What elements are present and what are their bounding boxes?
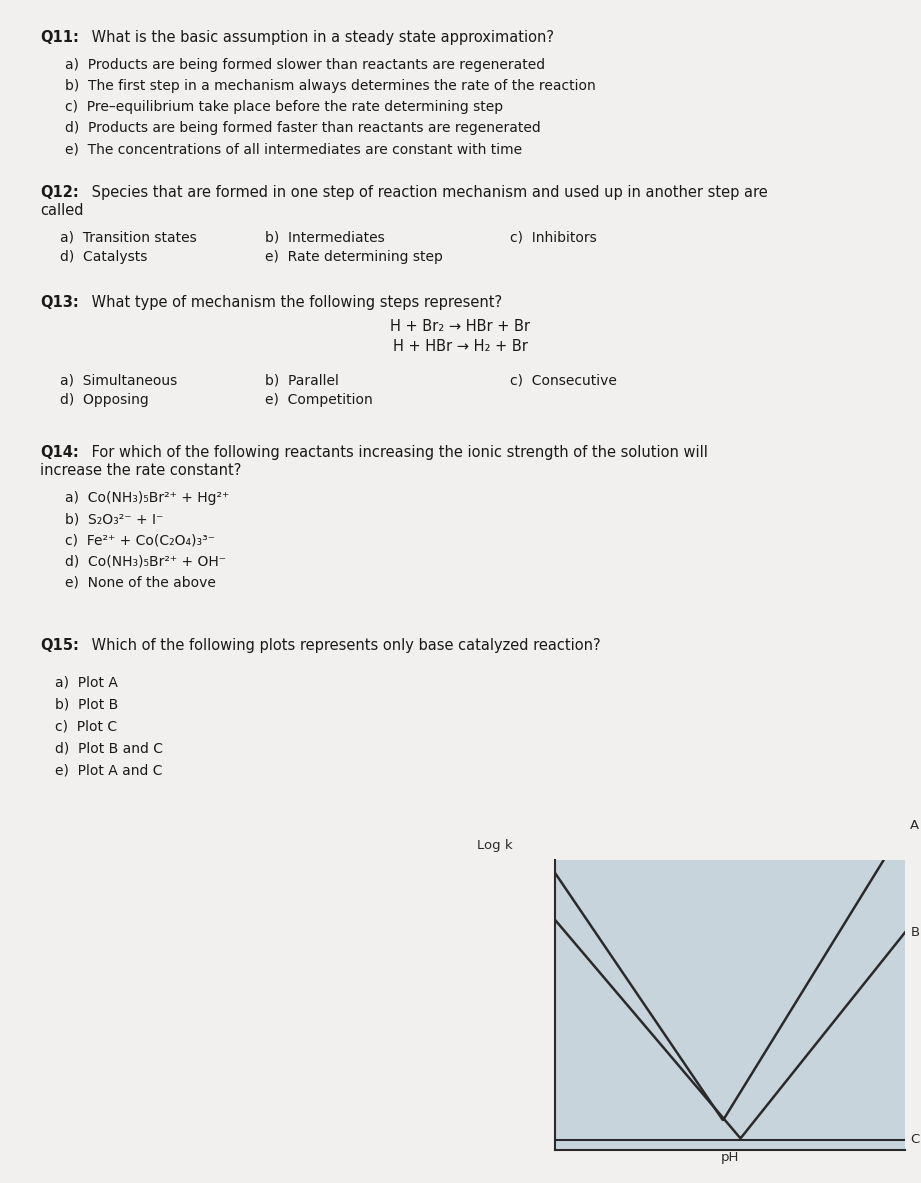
- Text: For which of the following reactants increasing the ionic strength of the soluti: For which of the following reactants inc…: [87, 445, 708, 460]
- Text: b)  Parallel: b) Parallel: [265, 373, 339, 387]
- Text: a)  Simultaneous: a) Simultaneous: [60, 373, 177, 387]
- Text: a)  Transition states: a) Transition states: [60, 230, 197, 244]
- Text: H + Br₂ → HBr + Br: H + Br₂ → HBr + Br: [390, 319, 530, 334]
- Text: d)  Catalysts: d) Catalysts: [60, 250, 147, 264]
- Text: A: A: [910, 819, 919, 832]
- Text: B: B: [910, 926, 919, 939]
- Text: c)  Inhibitors: c) Inhibitors: [510, 230, 597, 244]
- Text: Which of the following plots represents only base catalyzed reaction?: Which of the following plots represents …: [87, 638, 600, 653]
- Text: What is the basic assumption in a steady state approximation?: What is the basic assumption in a steady…: [87, 30, 554, 45]
- Text: e)  Competition: e) Competition: [265, 393, 373, 407]
- Text: called: called: [40, 203, 84, 218]
- Text: Q14:: Q14:: [40, 445, 79, 460]
- Text: d)  Products are being formed faster than reactants are regenerated: d) Products are being formed faster than…: [65, 121, 541, 135]
- Text: c)  Pre–equilibrium take place before the rate determining step: c) Pre–equilibrium take place before the…: [65, 101, 503, 114]
- Text: c)  Fe²⁺ + Co(C₂O₄)₃³⁻: c) Fe²⁺ + Co(C₂O₄)₃³⁻: [65, 534, 216, 547]
- Text: Q11:: Q11:: [40, 30, 79, 45]
- Text: Q12:: Q12:: [40, 185, 79, 200]
- Text: increase the rate constant?: increase the rate constant?: [40, 463, 241, 478]
- Text: Species that are formed in one step of reaction mechanism and used up in another: Species that are formed in one step of r…: [87, 185, 768, 200]
- Text: a)  Products are being formed slower than reactants are regenerated: a) Products are being formed slower than…: [65, 58, 545, 72]
- Text: b)  S₂O₃²⁻ + I⁻: b) S₂O₃²⁻ + I⁻: [65, 512, 163, 526]
- Text: Q13:: Q13:: [40, 295, 79, 310]
- Text: b)  The first step in a mechanism always determines the rate of the reaction: b) The first step in a mechanism always …: [65, 79, 596, 93]
- Text: b)  Plot B: b) Plot B: [55, 698, 118, 712]
- Text: c)  Consecutive: c) Consecutive: [510, 373, 617, 387]
- Text: What type of mechanism the following steps represent?: What type of mechanism the following ste…: [87, 295, 502, 310]
- Text: a)  Co(NH₃)₅Br²⁺ + Hg²⁺: a) Co(NH₃)₅Br²⁺ + Hg²⁺: [65, 491, 229, 505]
- Text: e)  None of the above: e) None of the above: [65, 575, 216, 589]
- Text: e)  Plot A and C: e) Plot A and C: [55, 764, 162, 778]
- Text: d)  Opposing: d) Opposing: [60, 393, 149, 407]
- Text: Q15:: Q15:: [40, 638, 79, 653]
- Y-axis label: Log k: Log k: [477, 839, 513, 852]
- Text: C: C: [910, 1133, 919, 1146]
- Text: H + HBr → H₂ + Br: H + HBr → H₂ + Br: [392, 340, 528, 354]
- Text: e)  Rate determining step: e) Rate determining step: [265, 250, 443, 264]
- Text: d)  Plot B and C: d) Plot B and C: [55, 742, 163, 756]
- Text: b)  Intermediates: b) Intermediates: [265, 230, 385, 244]
- Text: e)  The concentrations of all intermediates are constant with time: e) The concentrations of all intermediat…: [65, 142, 522, 156]
- Text: c)  Plot C: c) Plot C: [55, 720, 117, 733]
- X-axis label: pH: pH: [721, 1151, 740, 1164]
- Text: d)  Co(NH₃)₅Br²⁺ + OH⁻: d) Co(NH₃)₅Br²⁺ + OH⁻: [65, 554, 227, 568]
- Text: a)  Plot A: a) Plot A: [55, 675, 118, 690]
